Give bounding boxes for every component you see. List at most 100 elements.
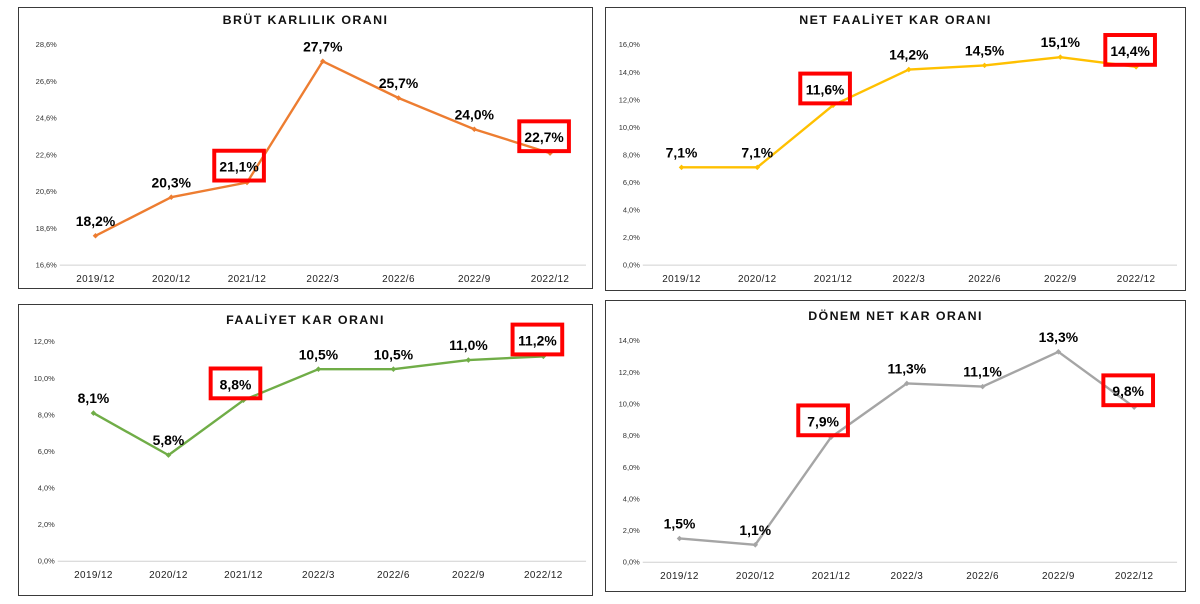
x-tick-label: 2022/3: [302, 570, 335, 581]
x-tick-label: 2022/6: [377, 570, 410, 581]
x-tick-label: 2020/12: [736, 571, 775, 582]
data-point: [165, 452, 172, 458]
data-label: 11,3%: [888, 361, 927, 377]
x-tick-label: 2020/12: [152, 274, 191, 285]
data-point: [390, 366, 397, 372]
highlight-box: [517, 119, 571, 154]
y-tick-label: 8,0%: [623, 431, 640, 440]
y-tick-label: 20,6%: [36, 187, 57, 196]
x-tick-label: 2019/12: [660, 571, 699, 582]
data-point: [1057, 54, 1064, 60]
series-line: [94, 60, 551, 237]
data-label: 9,8%: [1112, 383, 1144, 399]
chart-title: DÖNEM NET KAR ORANI: [808, 308, 983, 323]
chart-title: FAALİYET KAR ORANI: [226, 312, 385, 327]
data-label: 27,7%: [303, 38, 342, 54]
x-tick-label: 2021/12: [812, 571, 851, 582]
data-label: 14,2%: [889, 47, 928, 63]
x-tick-label: 2019/12: [662, 274, 701, 285]
chart-title: NET FAALİYET KAR ORANI: [799, 12, 992, 27]
data-label: 21,1%: [219, 159, 258, 175]
data-label: 18,2%: [76, 213, 115, 229]
y-tick-label: 0,0%: [38, 557, 55, 566]
highlight-box: [208, 366, 263, 401]
highlight-box: [798, 71, 852, 106]
data-label: 10,5%: [299, 346, 338, 362]
y-tick-label: 12,0%: [619, 95, 640, 104]
highlight-box: [1103, 33, 1157, 67]
x-tick-label: 2022/12: [1115, 571, 1154, 582]
y-tick-label: 12,0%: [34, 337, 55, 346]
chart-svg: DÖNEM NET KAR ORANI 0,0% 2,0% 4,0% 6,0% 8,0% 1…: [619, 308, 1178, 582]
y-tick-label: 4,0%: [38, 484, 55, 493]
data-label: 7,1%: [741, 144, 773, 160]
data-label: 10,5%: [374, 346, 413, 362]
chart-brut-karlilik: BRÜT KARLILIK ORANI 16,6% 18,6% 20,6% 22,6% 2…: [18, 7, 593, 289]
y-tick-label: 4,0%: [623, 494, 640, 503]
data-label: 8,1%: [78, 390, 110, 406]
data-point: [906, 66, 912, 73]
data-label: 11,6%: [806, 81, 845, 97]
data-label: 15,1%: [1041, 34, 1080, 50]
data-point: [678, 164, 685, 171]
chart-net-faaliyet-kar: NET FAALİYET KAR ORANI 0,0% 2,0% 4,0% 6,0% 8,…: [605, 7, 1186, 291]
chart-donem-net-kar: DÖNEM NET KAR ORANI 0,0% 2,0% 4,0% 6,0% 8,0% 1…: [605, 300, 1186, 592]
chart-title: BRÜT KARLILIK ORANI: [223, 12, 389, 27]
x-tick-label: 2020/12: [149, 570, 188, 581]
data-point: [981, 62, 988, 69]
chart-svg: NET FAALİYET KAR ORANI 0,0% 2,0% 4,0% 6,0% 8,…: [619, 12, 1178, 285]
y-tick-label: 16,0%: [619, 40, 640, 49]
data-label: 13,3%: [1039, 329, 1078, 345]
data-label: 20,3%: [152, 174, 191, 190]
data-label: 24,0%: [455, 106, 494, 122]
y-tick-label: 6,0%: [623, 178, 640, 187]
data-point: [1055, 349, 1062, 355]
y-tick-label: 10,0%: [619, 123, 640, 132]
y-tick-label: 2,0%: [38, 520, 55, 529]
x-tick-label: 2022/6: [382, 274, 415, 285]
x-tick-label: 2019/12: [76, 274, 115, 285]
x-tick-label: 2022/9: [452, 570, 485, 581]
data-label: 5,8%: [153, 432, 185, 448]
x-tick-label: 2021/12: [228, 274, 267, 285]
y-tick-label: 14,0%: [619, 336, 640, 345]
highlight-box: [796, 403, 850, 438]
data-label: 7,1%: [666, 144, 698, 160]
x-tick-label: 2021/12: [814, 274, 853, 285]
y-tick-label: 22,6%: [36, 150, 57, 159]
y-tick-label: 0,0%: [623, 261, 640, 270]
x-tick-label: 2020/12: [738, 274, 777, 285]
data-label: 11,1%: [963, 364, 1002, 380]
y-tick-label: 10,0%: [619, 399, 640, 408]
x-tick-label: 2022/9: [1042, 571, 1075, 582]
y-tick-label: 8,0%: [38, 410, 55, 419]
x-tick-label: 2022/6: [966, 571, 999, 582]
x-tick-label: 2022/9: [458, 274, 491, 285]
x-tick-label: 2022/6: [968, 274, 1001, 285]
data-point: [979, 383, 986, 390]
y-tick-label: 24,6%: [36, 114, 57, 123]
y-tick-label: 18,6%: [36, 224, 57, 233]
data-point: [315, 366, 322, 372]
y-tick-label: 28,6%: [36, 40, 57, 49]
highlight-box: [510, 322, 565, 357]
y-tick-label: 12,0%: [619, 368, 640, 377]
y-tick-label: 2,0%: [623, 526, 640, 535]
x-tick-label: 2022/3: [306, 274, 339, 285]
data-label: 7,9%: [807, 413, 839, 429]
y-tick-label: 0,0%: [623, 558, 640, 567]
data-point: [676, 535, 683, 542]
data-label: 22,7%: [524, 129, 563, 145]
data-label: 14,4%: [1110, 43, 1149, 59]
y-tick-label: 6,0%: [38, 447, 55, 456]
data-label: 14,5%: [965, 42, 1004, 58]
data-point: [319, 58, 326, 65]
y-tick-label: 14,0%: [619, 68, 640, 77]
chart-svg: BRÜT KARLILIK ORANI 16,6% 18,6% 20,6% 22,6% 2…: [36, 12, 586, 285]
data-point: [471, 126, 478, 133]
y-tick-label: 16,6%: [36, 261, 57, 270]
y-tick-label: 2,0%: [623, 233, 640, 242]
x-tick-label: 2022/12: [524, 570, 563, 581]
y-tick-label: 26,6%: [36, 77, 57, 86]
highlight-box: [212, 148, 266, 183]
